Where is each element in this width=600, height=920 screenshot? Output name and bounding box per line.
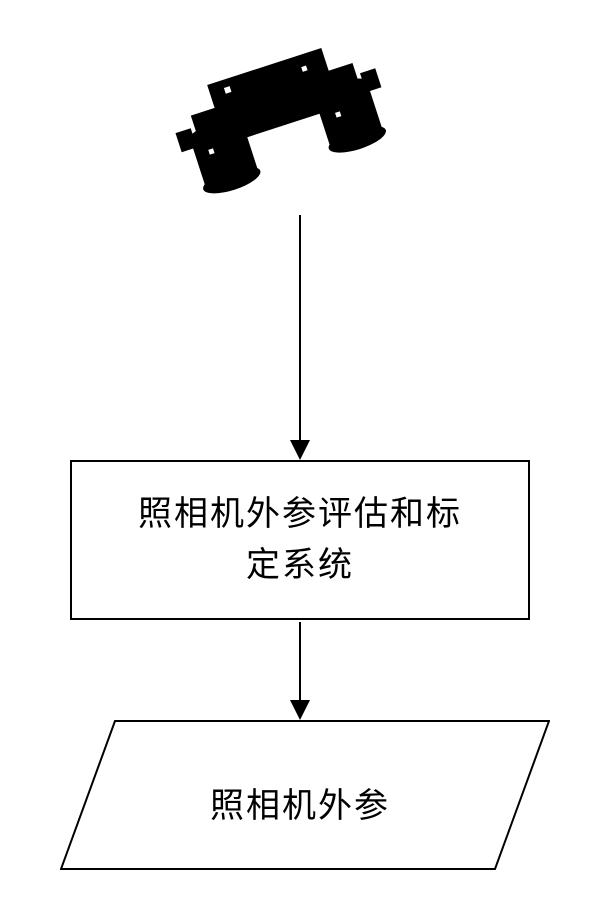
arrowhead-2 xyxy=(290,700,310,720)
process-box-text: 照相机外参评估和标 定系统 xyxy=(138,489,462,591)
process-text-line2: 定系统 xyxy=(246,547,354,584)
process-text-line1: 照相机外参评估和标 xyxy=(138,496,462,533)
process-box: 照相机外参评估和标 定系统 xyxy=(70,460,530,620)
arrow-camera-to-process xyxy=(299,215,301,440)
stereo-camera-silhouette xyxy=(165,30,395,200)
flowchart-canvas: 照相机外参评估和标 定系统 照相机外参 xyxy=(0,0,600,920)
output-parallelogram: 照相机外参 xyxy=(60,720,550,870)
arrowhead-1 xyxy=(290,440,310,460)
output-text: 照相机外参 xyxy=(210,778,390,827)
arrow-process-to-output xyxy=(299,622,301,700)
